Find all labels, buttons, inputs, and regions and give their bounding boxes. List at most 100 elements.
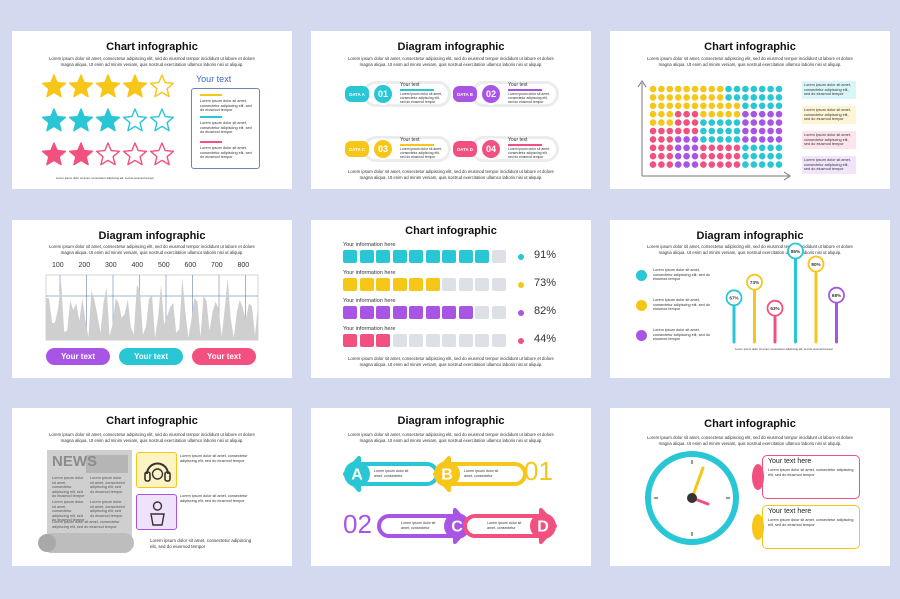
progress-cell-filled <box>359 306 374 319</box>
slide-1-chart-infographic[interactable]: Chart infographic Lorem ipsum dolor sit … <box>12 31 292 189</box>
slide-body-text: Lorem ipsum dolor sit amet, consectetur … <box>647 435 853 446</box>
slide-5-chart-infographic[interactable]: Chart infographic Your information here 9… <box>311 220 591 378</box>
matrix-dot <box>708 144 716 152</box>
text-button-1[interactable]: Your text <box>46 348 110 365</box>
slide-8-diagram-infographic[interactable]: Diagram infographic Lorem ipsum dolor si… <box>311 408 591 566</box>
bullet-text-1: Lorem ipsum dolor sit amet, consectetur … <box>653 268 710 282</box>
progress-cell-empty <box>458 334 473 347</box>
matrix-dot <box>708 102 716 110</box>
progress-cell-filled <box>425 278 440 291</box>
matrix-dot <box>683 127 690 135</box>
matrix-dot <box>666 144 674 152</box>
matrix-dot <box>767 119 774 126</box>
progress-cell-filled <box>376 306 390 319</box>
matrix-dot <box>750 161 758 168</box>
matrix-dot <box>674 127 682 135</box>
matrix-dot <box>716 127 724 135</box>
data-bar <box>400 89 434 91</box>
news-col-5: Lorem ipsum dolor sit amet, consectetur … <box>52 520 120 529</box>
data-label: Your text <box>508 82 528 88</box>
row-dot <box>518 254 524 260</box>
matrix-dot <box>674 94 682 101</box>
arrow-letter-badge <box>434 461 460 487</box>
progress-cell-empty <box>425 334 440 347</box>
chart-footnote: Lorem ipsum dolor sit amet, consectetur … <box>735 347 834 351</box>
text-button-3[interactable]: Your text <box>192 348 256 365</box>
matrix-dot <box>725 127 732 135</box>
slide-9-chart-infographic[interactable]: Chart infographic Lorem ipsum dolor sit … <box>610 408 890 566</box>
matrix-dot <box>683 161 690 168</box>
matrix-dot <box>733 161 741 168</box>
matrix-dot <box>733 136 741 143</box>
slide-4-diagram-infographic[interactable]: Diagram infographic Lorem ipsum dolor si… <box>12 220 292 378</box>
row-dot <box>518 282 524 288</box>
bullet-text-2: Lorem ipsum dolor sit amet, consectetur … <box>653 298 710 312</box>
matrix-dot <box>775 110 783 118</box>
matrix-dot <box>767 85 774 93</box>
data-number: 04 <box>480 138 502 160</box>
row-label: Your information here <box>343 270 396 276</box>
progress-cell-filled <box>425 250 440 263</box>
matrix-dot <box>750 144 758 152</box>
slide-6-diagram-infographic[interactable]: Diagram infographic Lorem ipsum dolor si… <box>610 220 890 378</box>
matrix-dot <box>758 136 766 143</box>
data-text: Lorem ipsum dolor sit amet, consectetur … <box>508 92 550 104</box>
matrix-dot <box>708 110 716 118</box>
card-2-text: Lorem ipsum dolor sit amet, consectetur … <box>768 518 854 527</box>
text-button-2[interactable]: Your text <box>119 348 183 365</box>
progress-cell-filled <box>409 306 423 319</box>
matrix-dot <box>716 152 724 160</box>
side-text-1: Lorem ipsum dolor sit amet, consectetur … <box>180 454 248 463</box>
data-bar <box>508 89 542 91</box>
slide-2-diagram-infographic[interactable]: Diagram infographic Lorem ipsum dolor si… <box>311 31 591 189</box>
card-2 <box>762 505 860 549</box>
matrix-dot <box>725 85 732 93</box>
slide-body-text: Lorem ipsum dolor sit amet, consectetur … <box>49 56 255 67</box>
matrix-dot <box>691 136 699 143</box>
progress-cell-empty <box>442 278 456 291</box>
news-col-3: Lorem ipsum dolor sit amet, consectetur … <box>52 500 85 523</box>
arrow-letter: C <box>451 519 463 536</box>
slide-body-text: Lorem ipsum dolor sit amet, consectetur … <box>49 244 255 255</box>
matrix-dot <box>691 119 699 126</box>
axis-tick-label: 800 <box>237 262 250 269</box>
star-filled-yellow <box>95 74 121 98</box>
side-text-2: Lorem ipsum dolor sit amet, consectetur … <box>180 494 248 503</box>
matrix-dot <box>733 94 741 101</box>
matrix-dot <box>708 161 716 168</box>
matrix-dot <box>700 161 707 168</box>
lollipop-head <box>787 242 804 260</box>
axis-tick-label: 100 <box>52 262 64 269</box>
number-01: 01 <box>524 456 553 486</box>
matrix-dot <box>683 119 690 126</box>
axis-tick-label: 300 <box>105 262 117 269</box>
card-2-title: Your text here <box>768 508 812 515</box>
matrix-dot <box>658 102 665 110</box>
progress-cell-filled <box>343 334 357 347</box>
matrix-dot <box>733 110 741 118</box>
matrix-dot <box>742 110 749 118</box>
matrix-dot <box>683 152 690 160</box>
headset-icon-box <box>136 452 177 488</box>
star-filled-yellow <box>122 74 148 98</box>
arrow-shape <box>463 508 557 544</box>
matrix-dot <box>708 119 716 126</box>
matrix-dot <box>683 110 690 118</box>
axis-tick-label: 400 <box>131 262 144 269</box>
matrix-dot <box>674 102 682 110</box>
slide-title: Diagram infographic <box>98 230 206 242</box>
slide-7-chart-infographic[interactable]: Chart infographic Lorem ipsum dolor sit … <box>12 408 292 566</box>
matrix-dot <box>708 136 716 143</box>
matrix-dot <box>750 152 758 160</box>
slide-3-chart-infographic[interactable]: Chart infographic Lorem ipsum dolor sit … <box>610 31 890 189</box>
progress-cell-filled <box>442 306 456 319</box>
progress-cell-filled <box>376 250 390 263</box>
star-filled-yellow <box>68 74 94 98</box>
star-filled-cyan <box>95 108 121 132</box>
matrix-dot <box>758 127 766 135</box>
bottom-text: Lorem ipsum dolor sit amet, consectetur … <box>150 538 252 549</box>
bullet-text-3: Lorem ipsum dolor sit amet, consectetur … <box>653 328 710 342</box>
matrix-dot <box>666 152 674 160</box>
axis-tick-label: 200 <box>78 262 91 269</box>
